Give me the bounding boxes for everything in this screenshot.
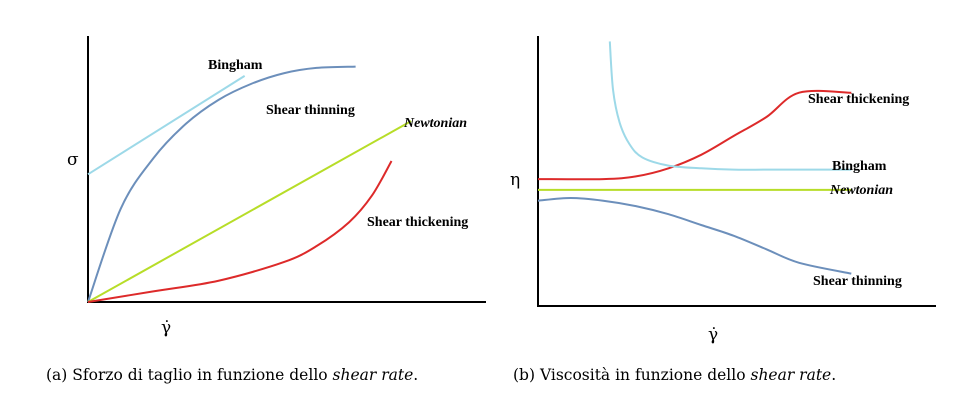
- series-line-bingham: [608, 41, 852, 171]
- axes: [537, 36, 936, 307]
- series-label-newtonian: Newtonian: [829, 183, 893, 198]
- y-axis-label: η: [510, 170, 520, 190]
- caption-a-prefix: (a) Sforzo di taglio in funzione dello: [46, 366, 333, 384]
- series-label-shear-thickening: Shear thickening: [367, 215, 468, 230]
- series-line-shear-thickening: [87, 160, 393, 303]
- series-line-shear-thickening: [537, 89, 852, 181]
- series-line-shear-thinning: [87, 65, 356, 303]
- series-label-newtonian: Newtonian: [403, 116, 467, 131]
- x-axis-label: γ̇: [708, 325, 718, 345]
- chart-panel-a: Bingham Shear thinning Newtonian Shear thic…: [67, 36, 486, 338]
- x-axis-label: γ̇: [161, 318, 171, 338]
- caption-b-emphasis: shear rate: [750, 366, 832, 384]
- caption-a-emphasis: shear rate: [332, 366, 414, 384]
- caption-a-suffix: .: [413, 366, 419, 384]
- series-label-bingham: Bingham: [208, 58, 263, 73]
- axes: [87, 36, 486, 303]
- series-line-bingham: [87, 75, 246, 176]
- series-label-shear-thickening: Shear thickening: [808, 92, 909, 107]
- chart-panel-b: Shear thickening Bingham Newtonian Shear th…: [510, 36, 936, 345]
- caption-a: (a) Sforzo di taglio in funzione dello s…: [46, 366, 418, 384]
- series-label-shear-thinning: Shear thinning: [813, 274, 902, 289]
- caption-b: (b) Viscosità in funzione dello shear ra…: [513, 366, 836, 384]
- series-line-newtonian: [87, 120, 412, 303]
- series-label-bingham: Bingham: [832, 159, 887, 174]
- caption-b-prefix: (b) Viscosità in funzione dello: [513, 366, 751, 384]
- series-line-shear-thinning: [537, 196, 852, 275]
- series-label-shear-thinning: Shear thinning: [266, 103, 355, 118]
- caption-b-suffix: .: [831, 366, 837, 384]
- y-axis-label: σ: [67, 150, 79, 170]
